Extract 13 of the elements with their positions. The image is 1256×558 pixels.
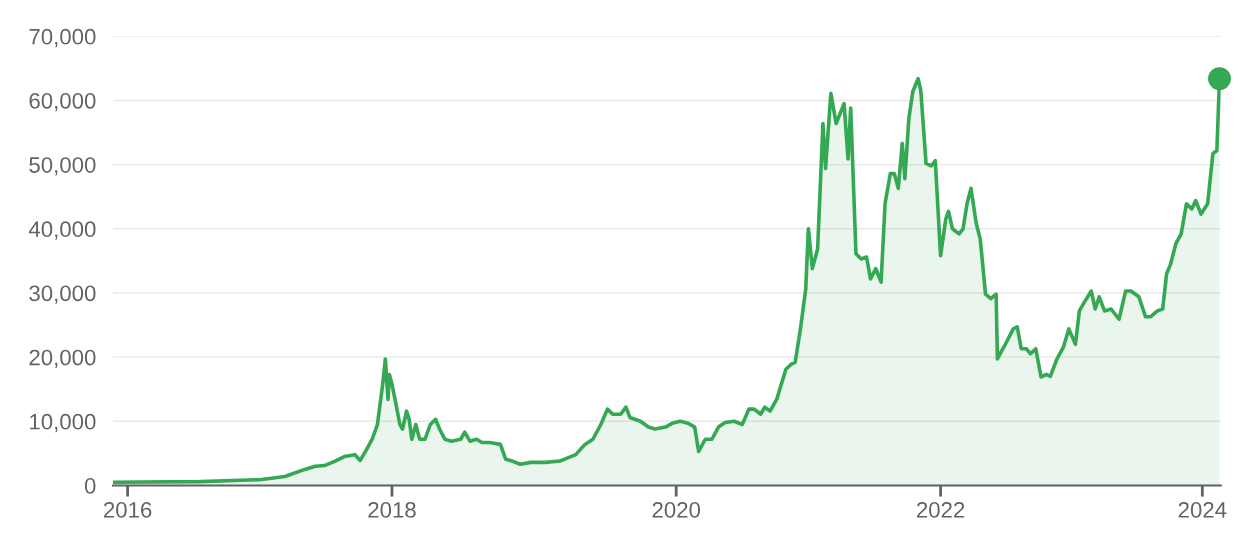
y-tick-label: 70,000: [29, 28, 96, 48]
y-tick-label: 40,000: [28, 221, 96, 240]
y-tick-label: 30,000: [29, 285, 96, 304]
y-tick-label: 50,000: [29, 157, 96, 176]
x-tick-label: 2020: [652, 502, 701, 518]
y-tick-label: 0: [84, 477, 96, 494]
x-tick-label: 2024: [1178, 502, 1227, 518]
x-tick-label: 2016: [103, 502, 152, 518]
y-tick-label: 20,000: [29, 349, 96, 369]
x-tick-label: 2022: [916, 502, 965, 518]
y-tick-label: 10,000: [30, 413, 96, 433]
x-tick-label: 2018: [368, 502, 416, 518]
y-tick-label: 60,000: [29, 92, 96, 112]
